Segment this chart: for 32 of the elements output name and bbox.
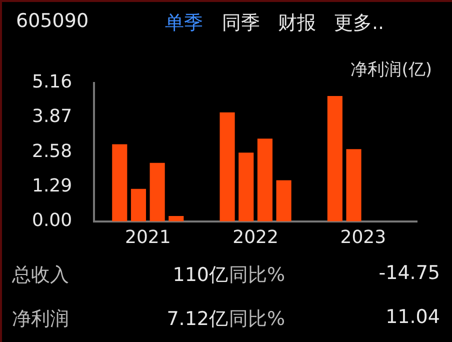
- text: 总收入: [12, 263, 69, 288]
- y-tick-label: 1.29: [32, 175, 72, 196]
- text: 同比%: [229, 263, 286, 288]
- text: 同季: [222, 11, 260, 36]
- bar: [150, 162, 165, 222]
- bar: [168, 216, 184, 222]
- chart-title: 605090: [16, 10, 89, 32]
- text: 同比%: [229, 307, 286, 332]
- text: 单季: [165, 11, 203, 36]
- bar: [276, 180, 292, 222]
- bar: [257, 138, 272, 222]
- bar: [238, 152, 254, 222]
- text: 11.04: [386, 306, 440, 328]
- bar: [327, 96, 342, 222]
- text: 财报: [278, 11, 316, 36]
- bar: [220, 112, 235, 222]
- text: -14.75: [378, 262, 440, 284]
- text: 7.12亿: [166, 307, 228, 332]
- bar: [346, 149, 362, 222]
- y-tick-label: 5.16: [32, 71, 72, 92]
- x-tick-label: 2023: [340, 226, 386, 248]
- text: 净利润: [12, 307, 69, 332]
- y-tick-label: 3.87: [32, 106, 72, 128]
- text: 更多..: [334, 11, 384, 36]
- y-tick-label: 0.00: [32, 210, 72, 232]
- x-tick-label: 2021: [124, 226, 171, 248]
- bar: [130, 188, 146, 222]
- x-tick-label: 2022: [232, 226, 278, 248]
- y-tick-label: 2.58: [32, 140, 72, 162]
- text: 110亿: [172, 263, 228, 288]
- y-axis-title: 净利润(亿): [350, 59, 432, 81]
- bar: [112, 144, 128, 222]
